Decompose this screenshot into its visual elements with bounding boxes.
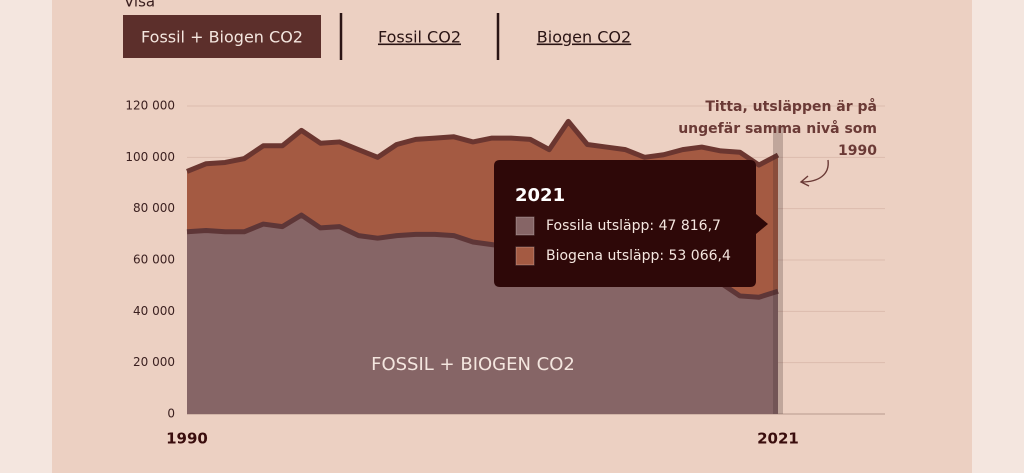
button-bg[interactable] [123,15,321,58]
x-tick-label: 2021 [757,430,799,448]
area [187,215,778,414]
annotation: Titta, utsläppen är på [705,98,877,115]
y-tick-label: 80 000 [133,201,175,215]
hover-band [773,126,783,414]
controls-label: Visa [124,0,155,11]
y-tick-label: 60 000 [133,253,175,267]
tooltip-item: Fossila utsläpp: 47 816,7 [546,218,721,234]
button-label[interactable]: Fossil CO2 [378,28,461,47]
tooltip-swatch [515,216,535,236]
button-label[interactable]: Biogen CO2 [537,28,631,47]
y-tick-label: 40 000 [133,304,175,318]
tooltip-title: 2021 [515,185,565,206]
y-tick-label: 20 000 [133,355,175,369]
annotation-arrow [799,159,829,187]
tooltip-item: Biogena utsläpp: 53 066,4 [546,248,731,264]
button-label[interactable]: Fossil + Biogen CO2 [141,28,303,47]
y-tick-label: 0 [167,407,175,421]
area-line [186,118,780,174]
annotation: ungefär samma nivå som [678,120,877,137]
x-tick-label: 1990 [166,430,208,448]
annotation: 1990 [838,143,877,159]
y-tick-label: 100 000 [125,150,175,164]
y-tick-label: 120 000 [125,99,175,113]
center-label: FOSSIL + BIOGEN CO2 [371,354,575,375]
tooltip-box [494,160,768,287]
tooltip-swatch [515,246,535,266]
